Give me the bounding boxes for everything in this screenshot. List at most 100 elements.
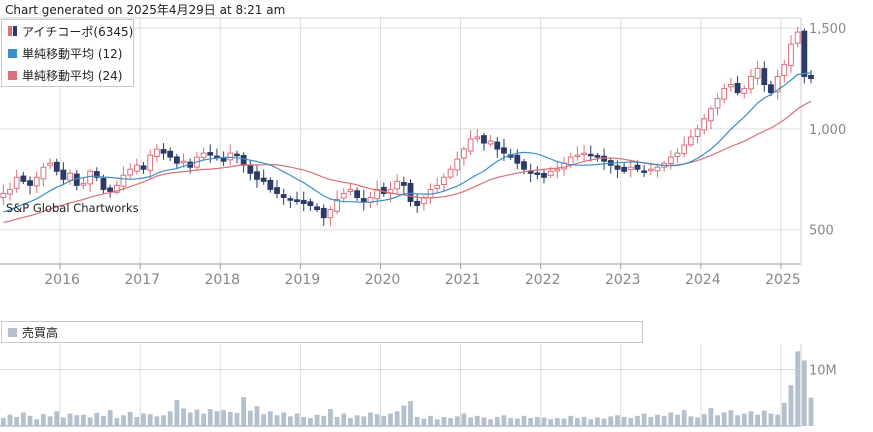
volume-bar [781,402,787,426]
candle-up [547,170,554,176]
candle-up [227,152,234,161]
volume-bar [795,351,801,426]
volume-bar [434,419,440,426]
candle-up [754,67,761,79]
volume-bar [374,414,380,426]
volume-bar [227,411,233,426]
candle-down [354,190,361,198]
volume-bar [615,415,620,426]
candle-up [327,209,334,219]
candle-up [147,154,154,171]
volume-bar [27,415,33,426]
candle-up [567,156,574,166]
volume-bar [561,418,567,426]
candle-down [521,161,527,170]
candle-up [467,138,474,152]
volume-bar [81,414,86,426]
volume-bar [348,418,353,426]
volume-bar [775,414,781,426]
candle-down [207,152,214,156]
legend-item-sma24[interactable]: 単純移動平均 (24) [2,64,133,86]
candle-down [294,199,300,202]
candle-down [267,179,274,190]
candle-up [694,128,701,137]
candle-down [27,180,33,186]
volume-bar [748,411,754,426]
volume-bar [261,414,267,426]
volume-bar [20,412,26,426]
volume-bar [207,409,213,426]
price-x-axis: 2016 2017 2018 2019 2020 2021 2022 2023 2024 2025 [44,264,801,288]
volume-bar [127,411,133,426]
candle-down [761,68,768,86]
volume-bar [267,411,273,426]
volume-bar [741,413,747,426]
legend-item-volume[interactable]: 売買高 [2,322,642,342]
volume-bar [368,412,373,426]
volume-bar [508,418,514,426]
volume-bar [154,416,160,426]
volume-bar [408,401,413,426]
candle-up [374,188,381,200]
candle-up [701,118,708,131]
volume-bar [481,417,487,426]
candle-up [781,63,788,76]
candle-down [634,164,641,170]
volume-bar [701,414,707,426]
volume-bar [554,418,560,426]
candle-up [434,184,441,189]
chart-generated-header: Chart generated on 2025年4月29日 at 8:21 am [5,3,286,17]
volume-bar [307,418,313,426]
volume-bar [668,412,674,426]
sma24-swatch-icon [8,70,17,80]
volume-bar [254,406,260,426]
legend-item-candles[interactable]: アイチコーポ(6345) [2,20,133,42]
candle-down [534,172,541,176]
candle-down [621,166,628,172]
volume-bar [568,415,574,426]
candle-down [100,177,107,190]
candle-up [40,166,47,180]
candle-up [574,154,581,158]
candle-up [113,184,120,193]
volume-bar [494,416,500,426]
candle-down [400,182,407,186]
volume-bar [681,410,687,426]
candle-down [734,82,741,94]
volume-bar [87,417,93,426]
volume-bar [274,415,280,426]
volume-bar [234,412,240,426]
volume-bar [735,415,740,426]
volume-bar [181,408,186,426]
volume-bar [14,416,20,426]
volume-bar [134,416,140,426]
candle-down [407,182,414,202]
volume-bar [0,418,6,426]
volume-bar [54,411,60,426]
candle-up [714,98,721,109]
candle-down [53,161,60,172]
volume-bar [641,413,647,426]
volume-bar [595,417,600,426]
volume-bar [461,413,467,426]
legend-item-sma12[interactable]: 単純移動平均 (12) [2,42,133,64]
volume-bar [801,360,807,426]
volume-bar [708,407,714,426]
volume-bar [428,415,433,426]
price-grid [0,17,802,265]
volume-bar [321,415,327,426]
volume-bar [161,415,166,426]
x-tick-label: 2016 [44,272,80,288]
volume-bar [501,415,507,426]
volume-bar [768,413,774,426]
chart-credit: S&P Global Chartworks [6,201,139,215]
volume-bar [287,416,293,426]
candle-up [707,108,714,122]
volume-bar [34,419,40,426]
candle-up [667,156,674,164]
volume-bar [314,414,320,426]
candle-down [240,155,247,166]
candle-up [7,188,13,195]
sma12-swatch-icon [8,48,17,58]
price-y-tick-label: 1,500 [809,22,846,37]
